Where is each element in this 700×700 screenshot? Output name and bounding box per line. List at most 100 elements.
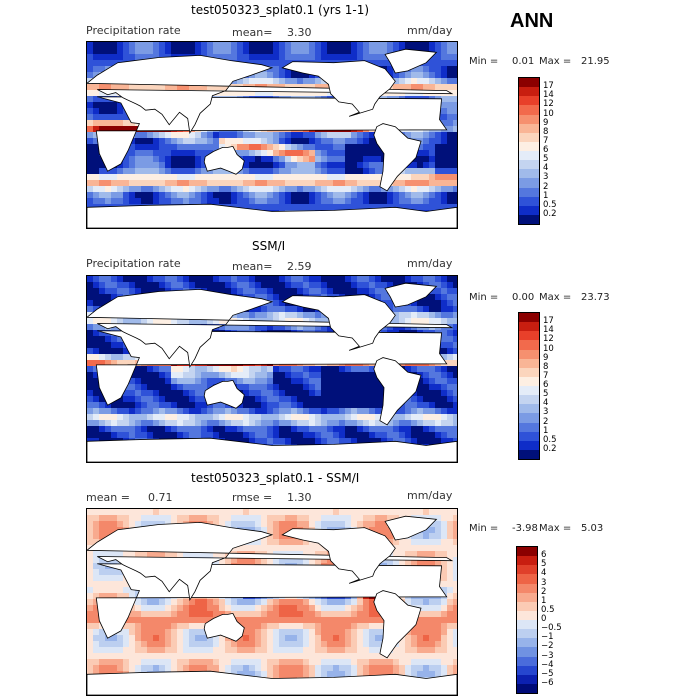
field-cell <box>447 509 454 516</box>
field-cell <box>201 432 208 439</box>
field-cell <box>333 515 340 522</box>
field-cell <box>441 521 448 528</box>
field-cell <box>195 420 202 427</box>
field-cell <box>297 42 304 49</box>
field-cell <box>147 48 154 55</box>
field-cell <box>213 198 220 205</box>
field-cell <box>273 390 280 397</box>
field-cell <box>159 156 166 163</box>
field-cell <box>327 276 334 283</box>
field-cell <box>87 593 94 600</box>
field-cell <box>285 527 292 534</box>
field-cell <box>93 162 100 169</box>
field-cell <box>243 366 250 373</box>
field-cell <box>363 276 370 283</box>
field-cell <box>243 282 250 289</box>
field-cell <box>93 54 100 61</box>
field-cell <box>99 282 106 289</box>
colorbar-tick-label: 3 <box>543 407 549 418</box>
field-cell <box>333 438 340 445</box>
field-cell <box>99 396 106 403</box>
field-cell <box>363 168 370 175</box>
field-cell <box>417 276 424 283</box>
field-cell <box>105 180 112 187</box>
field-cell <box>93 420 100 427</box>
field-cell <box>117 48 124 55</box>
field-cell <box>423 156 430 163</box>
field-cell <box>87 348 94 355</box>
field-cell <box>165 372 172 379</box>
field-cell <box>87 48 94 55</box>
field-cell <box>333 162 340 169</box>
field-cell <box>165 168 172 175</box>
field-cell <box>147 192 154 199</box>
field-cell <box>279 557 286 564</box>
field-cell <box>447 599 454 606</box>
field-cell <box>135 162 142 169</box>
field-cell <box>111 180 118 187</box>
field-cell <box>315 521 322 528</box>
field-cell <box>123 420 130 427</box>
field-cell <box>345 42 352 49</box>
field-cell <box>429 60 436 67</box>
field-cell <box>417 198 424 205</box>
field-cell <box>417 533 424 540</box>
field-cell <box>171 318 178 325</box>
field-cell <box>297 605 304 612</box>
field-cell <box>453 288 457 295</box>
field-cell <box>141 138 148 145</box>
field-cell <box>273 156 280 163</box>
field-cell <box>201 168 208 175</box>
field-cell <box>429 72 436 79</box>
field-cell <box>201 366 208 373</box>
field-cell <box>447 48 454 55</box>
field-cell <box>105 120 112 127</box>
field-cell <box>177 168 184 175</box>
field-cell <box>393 426 400 433</box>
field-cell <box>105 551 112 558</box>
field-cell <box>93 156 100 163</box>
field-cell <box>423 132 430 139</box>
field-cell <box>105 348 112 355</box>
field-cell <box>273 396 280 403</box>
field-cell <box>327 42 334 49</box>
field-cell <box>183 198 190 205</box>
field-cell <box>225 372 232 379</box>
field-cell <box>159 599 166 606</box>
field-cell <box>447 360 454 367</box>
field-cell <box>183 132 190 139</box>
field-cell <box>153 144 160 151</box>
field-cell <box>345 366 352 373</box>
field-cell <box>369 138 376 145</box>
colorbar-tick-label: 14 <box>543 90 554 101</box>
field-cell <box>255 420 262 427</box>
field-cell <box>183 186 190 193</box>
field-cell <box>429 288 436 295</box>
field-cell <box>117 360 124 367</box>
field-cell <box>195 366 202 373</box>
field-cell <box>267 162 274 169</box>
field-cell <box>255 605 262 612</box>
field-cell <box>321 396 328 403</box>
field-cell <box>315 132 322 139</box>
field-cell <box>267 42 274 49</box>
field-cell <box>87 294 94 301</box>
field-cell <box>303 162 310 169</box>
field-cell <box>165 276 172 283</box>
field-cell <box>165 432 172 439</box>
field-cell <box>435 414 442 421</box>
field-cell <box>333 396 340 403</box>
field-cell <box>237 521 244 528</box>
field-cell <box>147 198 154 205</box>
field-cell <box>171 426 178 433</box>
field-cell <box>93 102 100 109</box>
field-cell <box>243 557 250 564</box>
field-cell <box>195 282 202 289</box>
field-cell <box>111 198 118 205</box>
field-cell <box>129 515 136 522</box>
field-cell <box>213 515 220 522</box>
field-cell <box>351 144 358 151</box>
field-cell <box>291 186 298 193</box>
field-cell <box>405 539 412 546</box>
field-cell <box>153 276 160 283</box>
